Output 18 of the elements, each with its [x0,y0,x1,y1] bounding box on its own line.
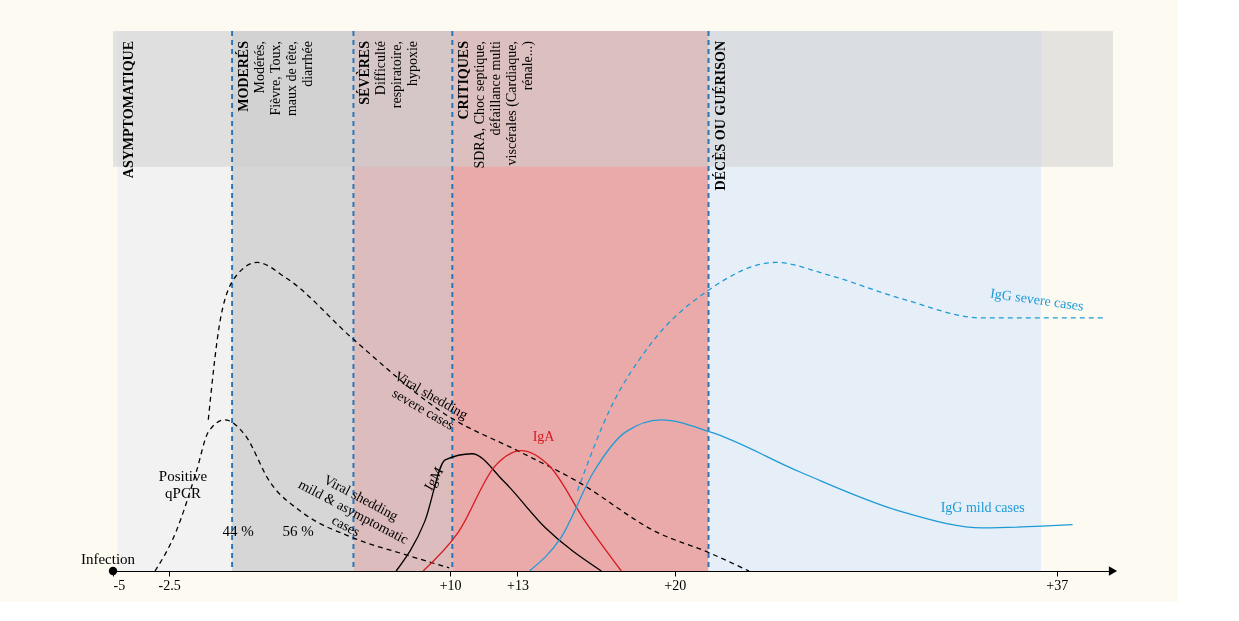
x-tick-label: -2.5 [158,577,181,593]
text: SÉVÈRES Difficulté respiratoire, hypoxie [357,41,421,109]
series-label: IgA [532,428,556,444]
text: MODERÉS Modérés, Fièvre, Toux, maux de tête, diarrhée [236,41,316,117]
x-tick-label: -5 [113,577,126,593]
x-tick-label: +20 [664,577,687,593]
band-label: ASYMPTOMATIQUE [121,41,137,179]
annotation: Infection [80,551,136,567]
series-label: IgG mild cases [940,499,1025,515]
annotation: 56 % [282,523,314,539]
x-tick-label: +37 [1046,577,1069,593]
band-label: DÉCÈS OU GUÉRISON [711,41,728,191]
x-tick-label: +13 [507,577,529,593]
text: CRITIQUES SDRA, Choc septique, défaillance multi viscérales (Cardiaque, rénale...) [456,41,536,169]
x-tick-label: +10 [439,577,462,593]
annotation: Positive qPCR [158,468,208,501]
text: IgG severe cases [989,285,1085,314]
annotation: 44 % [222,523,254,539]
